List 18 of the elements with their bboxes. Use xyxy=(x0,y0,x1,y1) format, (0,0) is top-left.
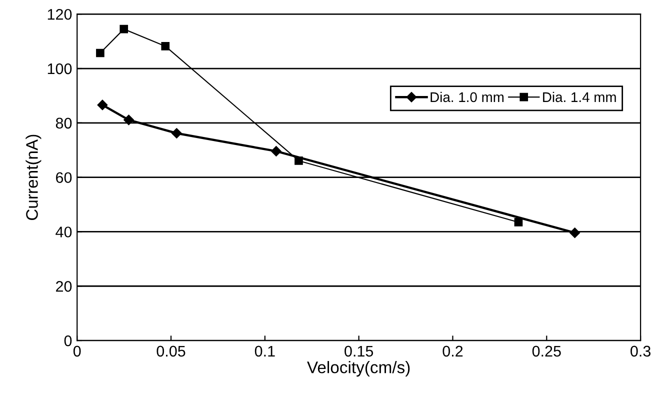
y-tick-label: 40 xyxy=(56,226,72,238)
y-axis-title: Current(nA) xyxy=(26,134,42,220)
x-tick-label: 0.3 xyxy=(630,346,650,357)
x-tick-label: 0.1 xyxy=(254,346,275,357)
y-tick-label: 60 xyxy=(56,172,72,184)
y-tick-label: 100 xyxy=(48,63,72,74)
x-tick-label: 0.05 xyxy=(156,346,186,357)
y-tick-label: 20 xyxy=(56,281,72,292)
x-tick-label: 0 xyxy=(73,346,81,357)
x-tick-label: 0.15 xyxy=(344,346,374,357)
x-tick-label: 0.2 xyxy=(442,346,463,357)
y-tick-label: 0 xyxy=(64,335,72,346)
y-tick-label: 120 xyxy=(48,8,72,20)
y-tick-label: 80 xyxy=(56,118,72,129)
legend-label: Dia. 1.4 mm xyxy=(543,92,616,102)
legend-label: Dia. 1.0 mm xyxy=(430,92,504,102)
x-axis-title: Velocity(cm/s) xyxy=(307,361,410,377)
x-tick-label: 0.25 xyxy=(532,346,561,357)
